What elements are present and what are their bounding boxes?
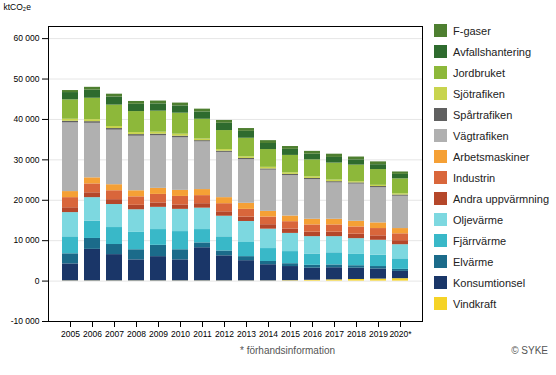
svg-text:2005: 2005: [61, 329, 80, 339]
svg-text:2009: 2009: [149, 329, 168, 339]
svg-text:30 000: 30 000: [14, 155, 40, 165]
svg-text:2015: 2015: [281, 329, 300, 339]
svg-text:2017: 2017: [325, 329, 344, 339]
svg-text:2020*: 2020*: [389, 329, 412, 339]
svg-text:2013: 2013: [237, 329, 256, 339]
html-text:Fjärrvärme: Fjärrvärme: [453, 234, 507, 247]
svg-text:2012: 2012: [215, 329, 234, 339]
html-text:Oljevärme: Oljevärme: [453, 213, 504, 226]
html-text:* förhandsinformation: * förhandsinformation: [240, 345, 336, 356]
svg-text:2014: 2014: [259, 329, 278, 339]
html-text:Industrin: Industrin: [453, 171, 496, 184]
svg-text:40 000: 40 000: [14, 114, 40, 124]
svg-text:-10 000: -10 000: [11, 316, 40, 326]
svg-text:0: 0: [35, 276, 40, 286]
svg-text:20 000: 20 000: [14, 195, 40, 205]
svg-text:2006: 2006: [83, 329, 102, 339]
svg-text:2016: 2016: [303, 329, 322, 339]
svg-text:ktCO₂e: ktCO₂e: [4, 2, 32, 12]
svg-text:2007: 2007: [105, 329, 124, 339]
html-text:Konsumtionsel: Konsumtionsel: [453, 276, 526, 289]
svg-text:10 000: 10 000: [14, 235, 40, 245]
svg-text:2010: 2010: [171, 329, 190, 339]
html-text:Vindkraft: Vindkraft: [453, 297, 497, 310]
html-text:F-gaser: F-gaser: [453, 24, 491, 37]
svg-text:2018: 2018: [347, 329, 366, 339]
svg-text:2008: 2008: [127, 329, 146, 339]
html-text:Spårtrafiken: Spårtrafiken: [453, 108, 513, 121]
html-text:Elvärme: Elvärme: [453, 255, 494, 268]
svg-text:2011: 2011: [193, 329, 212, 339]
html-text:Andra uppvärmning: Andra uppvärmning: [453, 192, 549, 205]
html-text:Avfallshantering: Avfallshantering: [453, 45, 532, 58]
svg-text:60 000: 60 000: [14, 33, 40, 43]
html-text:Arbetsmaskiner: Arbetsmaskiner: [453, 150, 530, 163]
svg-text:50 000: 50 000: [14, 74, 40, 84]
html-text:Vägtrafiken: Vägtrafiken: [453, 129, 509, 142]
html-text:Sjötrafiken: Sjötrafiken: [453, 87, 505, 100]
html-text:© SYKE: © SYKE: [511, 345, 548, 356]
html-text:Jordbruket: Jordbruket: [453, 66, 505, 79]
svg-text:2019: 2019: [369, 329, 388, 339]
